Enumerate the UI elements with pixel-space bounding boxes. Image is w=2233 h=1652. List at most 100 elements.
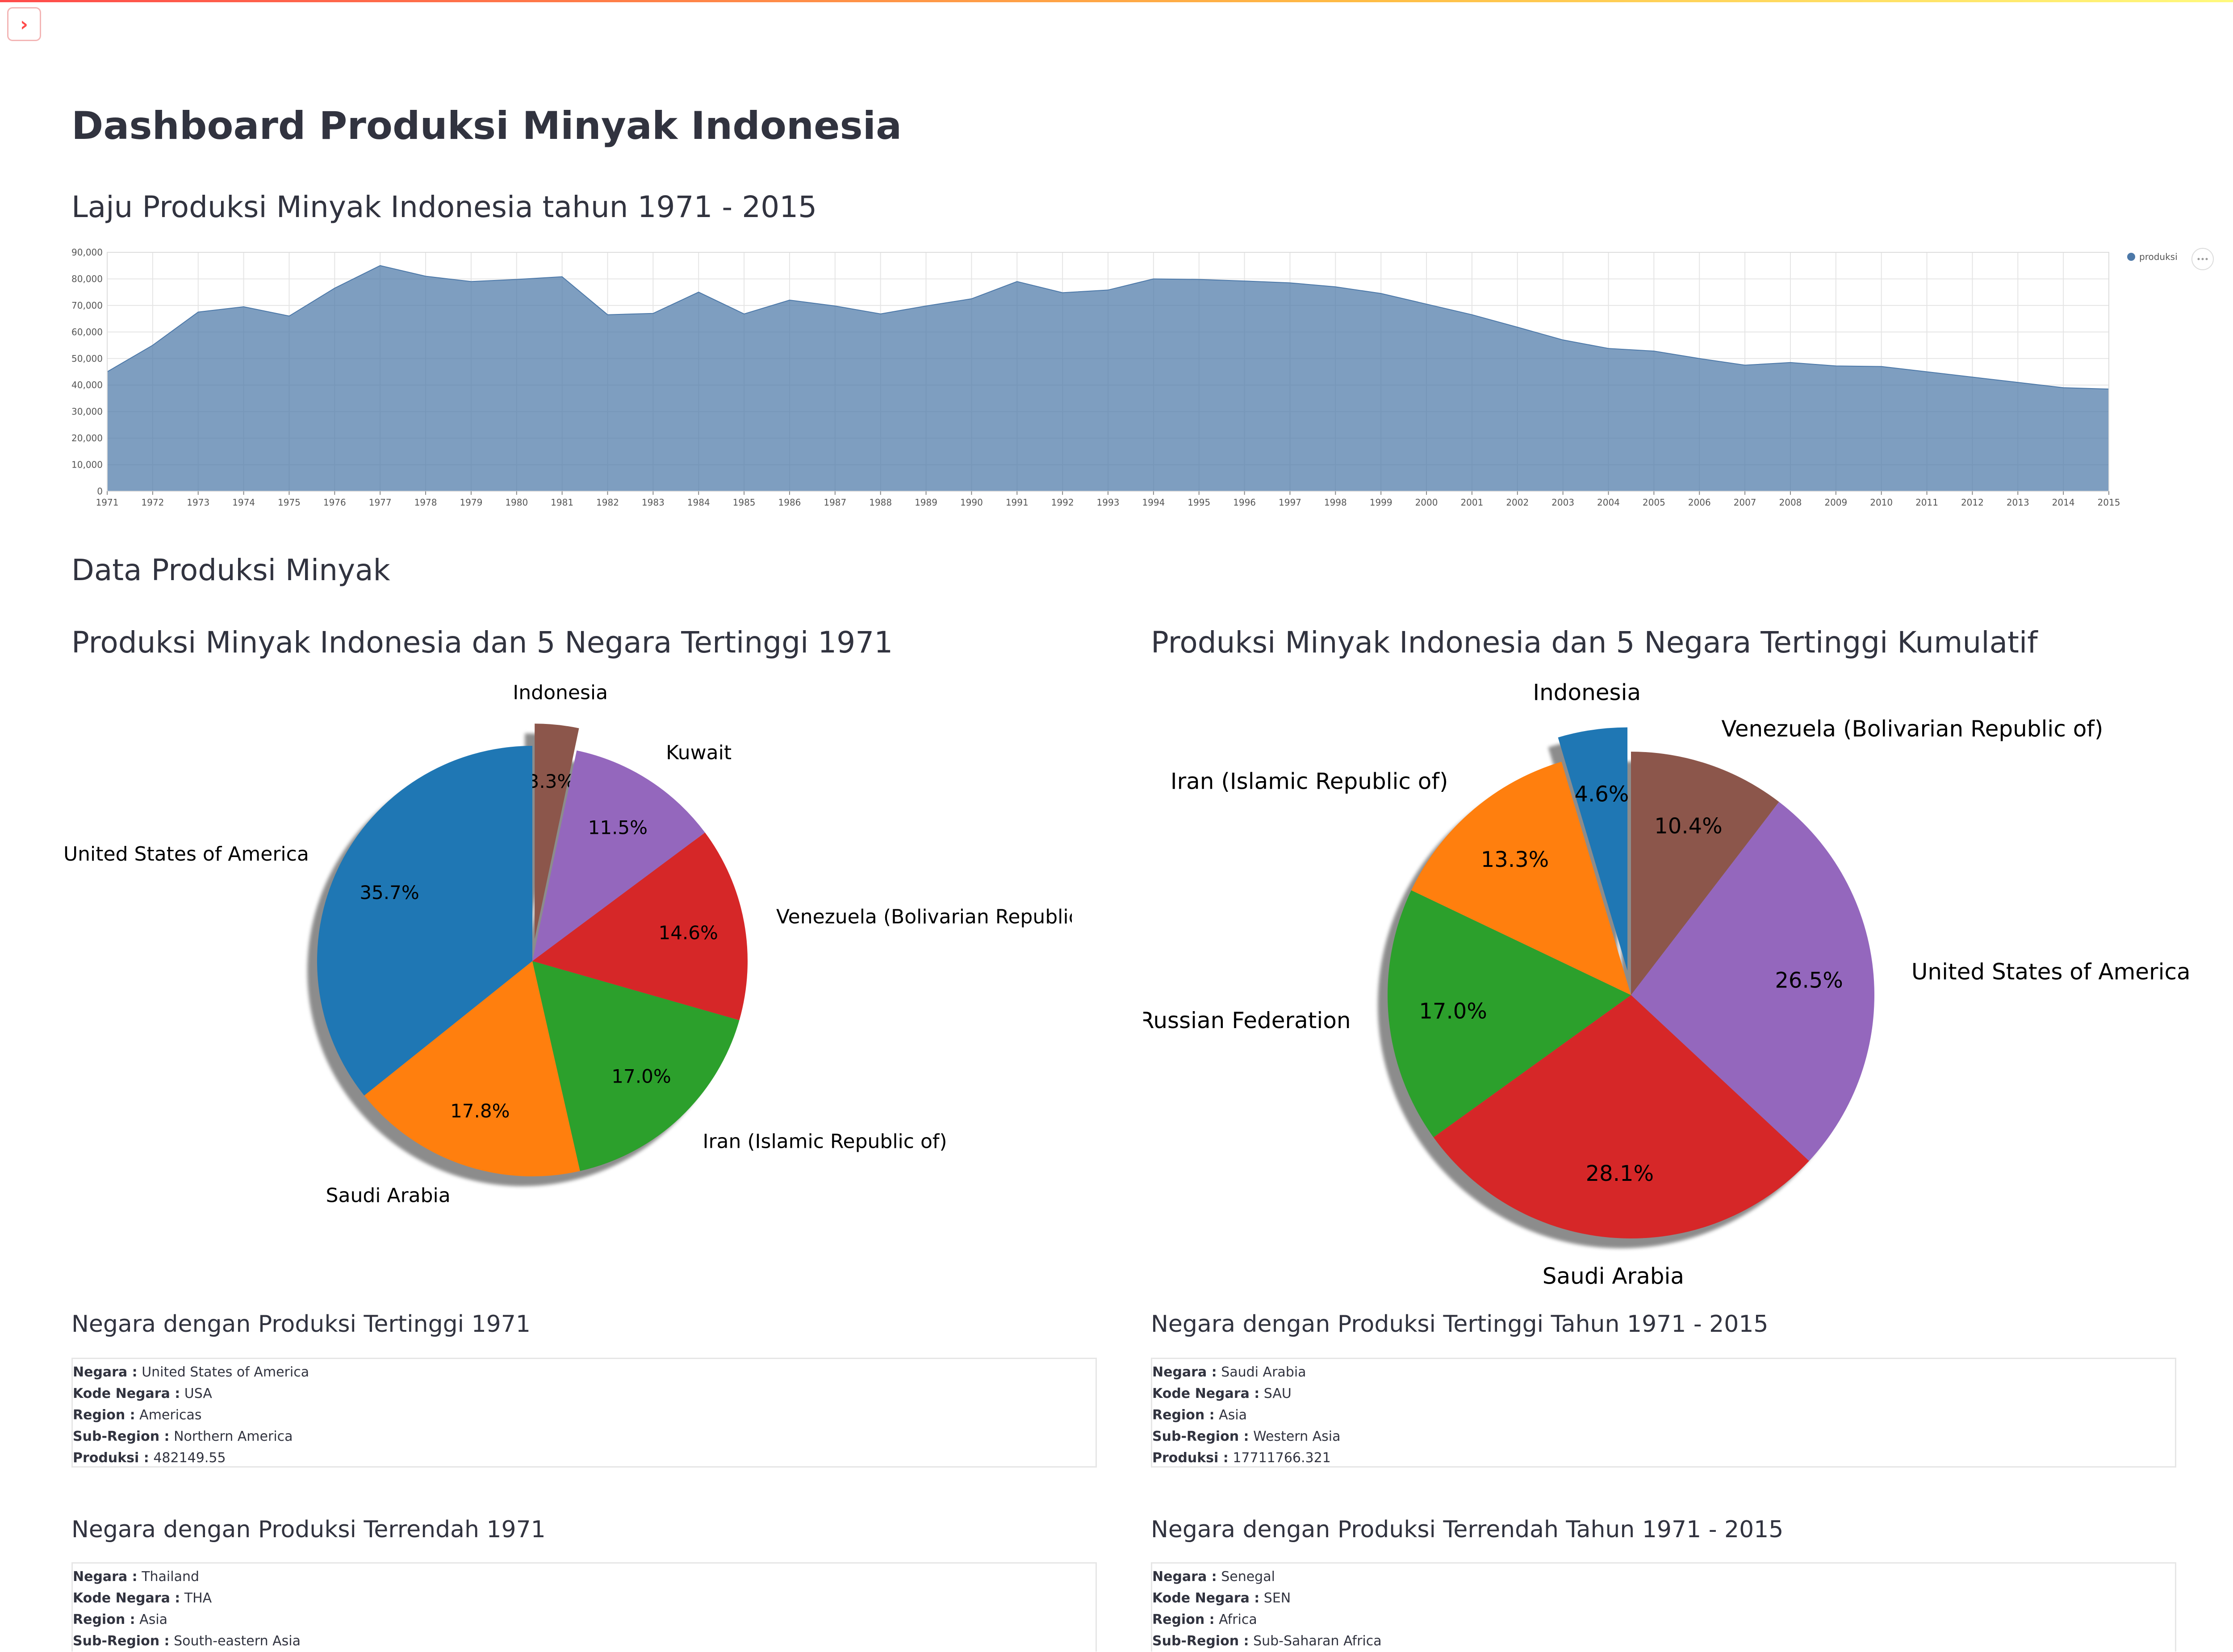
- pie-slice-label: Russian Federation: [1143, 1008, 1351, 1033]
- x-tick-label: 1975: [278, 497, 301, 508]
- pie-slice-pct: 13.3%: [1481, 847, 1549, 872]
- pie-slice: [364, 961, 580, 1176]
- x-tick-label: 1982: [596, 497, 619, 508]
- pie-slice-pct: 35.7%: [360, 882, 419, 903]
- x-tick-label: 2012: [1961, 497, 1984, 508]
- pie-slice-label: Indonesia: [1533, 680, 1641, 706]
- pie-slice-label: Saudi Arabia: [326, 1184, 451, 1207]
- x-tick-label: 1987: [824, 497, 846, 508]
- info-row: Produksi : 482149.55: [73, 1450, 226, 1466]
- pie-slice: [1558, 727, 1628, 971]
- info-row: Produksi : 17711766.321: [1152, 1450, 1331, 1466]
- lowest-1971-box: Negara : Thailand Kode Negara : THA Regi…: [71, 1562, 1097, 1652]
- x-tick-label: 2003: [1551, 497, 1574, 508]
- x-tick-label: 2013: [2007, 497, 2029, 508]
- info-row: Kode Negara : USA: [73, 1386, 212, 1401]
- pie-chart-1971: 3.3% Indonesia 11.5% Kuwait 14.6% Venezuela (…: [63, 682, 1072, 1207]
- pie-slice: [1411, 761, 1631, 995]
- chart-actions-dot: [2197, 258, 2200, 260]
- info-row: Sub-Region : South-eastern Asia: [73, 1633, 301, 1649]
- info-row: Negara : United States of America: [73, 1364, 309, 1380]
- info-row: Region : Asia: [1152, 1407, 1247, 1423]
- pie-slice-label: Iran (Islamic Republic of): [703, 1130, 947, 1153]
- chart-actions-dot: [2201, 258, 2204, 260]
- info-row: Kode Negara : THA: [73, 1590, 212, 1606]
- lowest-1971-title: Negara dengan Produksi Terrendah 1971: [71, 1516, 546, 1543]
- highest-1971-title: Negara dengan Produksi Tertinggi 1971: [71, 1311, 531, 1338]
- highest-all-box: Negara : Saudi Arabia Kode Negara : SAU …: [1151, 1358, 2176, 1468]
- info-row: Sub-Region : Sub-Saharan Africa: [1152, 1633, 1382, 1649]
- pie-slice-pct: 10.4%: [1654, 814, 1722, 839]
- x-tick-label: 1992: [1051, 497, 1074, 508]
- pie-slice-pct: 14.6%: [658, 922, 718, 944]
- legend-marker: [2127, 253, 2135, 261]
- area-chart[interactable]: 0 10,000 20,000 30,000 40,000 50,000 60,000 70,…: [0, 241, 2233, 554]
- x-tick-label: 1984: [687, 497, 710, 508]
- pie-slice: [532, 832, 748, 1020]
- x-tick-label: 1990: [960, 497, 983, 508]
- x-tick-label: 1985: [733, 497, 756, 508]
- y-tick-label: 40,000: [71, 380, 103, 390]
- pie-slice: [1631, 802, 1874, 1161]
- x-tick-label: 2001: [1460, 497, 1483, 508]
- y-tick-label: 70,000: [71, 300, 103, 311]
- pie-slice-label: Venezuela (Bolivarian Republic of): [1721, 716, 2103, 742]
- data-section-title: Data Produksi Minyak: [71, 553, 390, 587]
- chart-actions-dot: [2205, 258, 2208, 260]
- pie-slice-pct: 4.6%: [1574, 782, 1629, 807]
- x-tick-label: 2011: [1915, 497, 1938, 508]
- x-tick-label: 1995: [1188, 497, 1210, 508]
- y-tick-label: 0: [97, 486, 103, 497]
- pie-1971-title: Produksi Minyak Indonesia dan 5 Negara T…: [71, 625, 893, 660]
- pie-slice: [1433, 995, 1809, 1238]
- pie-slice: [1388, 890, 1631, 1138]
- pie-slice: [317, 746, 532, 1096]
- pie-slice-pct: 17.0%: [611, 1066, 671, 1087]
- chart-actions-icon[interactable]: [2191, 248, 2214, 270]
- chevron-right-icon[interactable]: ›: [7, 7, 41, 41]
- x-tick-label: 2004: [1597, 497, 1620, 508]
- x-tick-label: 2014: [2052, 497, 2075, 508]
- y-tick-label: 10,000: [71, 460, 103, 470]
- pie-slice-pct: 26.5%: [1775, 968, 1843, 993]
- x-tick-label: 1976: [323, 497, 346, 508]
- pie-slice-pct: 3.3%: [527, 770, 575, 792]
- x-tick-label: 1998: [1324, 497, 1347, 508]
- pie-slice: [535, 724, 579, 939]
- pie-slice-pct: 17.8%: [450, 1100, 510, 1122]
- x-tick-label: 2009: [1824, 497, 1847, 508]
- top-decoration-bar: [0, 0, 2233, 2]
- x-tick-label: 2002: [1506, 497, 1529, 508]
- trend-section-title: Laju Produksi Minyak Indonesia tahun 197…: [71, 190, 817, 224]
- x-tick-label: 1977: [369, 497, 392, 508]
- pie-slice-label: Indonesia: [513, 682, 608, 704]
- x-tick-label: 2005: [1643, 497, 1665, 508]
- info-row: Region : Asia: [73, 1612, 168, 1627]
- pie-slice-pct: 11.5%: [588, 817, 648, 839]
- y-tick-label: 20,000: [71, 433, 103, 443]
- pie-chart-cumulative: 10.4% Venezuela (Bolivarian Republic of) 2…: [1143, 680, 2191, 1286]
- x-tick-label: 1997: [1279, 497, 1301, 508]
- x-tick-label: 2008: [1779, 497, 1802, 508]
- info-row: Kode Negara : SEN: [1152, 1590, 1291, 1606]
- info-row: Sub-Region : Northern America: [73, 1429, 293, 1444]
- area-series-produksi: [107, 265, 2109, 492]
- pie-slice: [532, 750, 705, 961]
- page-title: Dashboard Produksi Minyak Indonesia: [71, 104, 902, 148]
- info-row: Sub-Region : Western Asia: [1152, 1429, 1341, 1444]
- y-tick-label: 50,000: [71, 353, 103, 364]
- x-tick-label: 1981: [551, 497, 573, 508]
- pie-slice: [1631, 752, 1779, 995]
- pie-slice-label: United States of America: [63, 843, 309, 866]
- x-tick-label: 1974: [232, 497, 255, 508]
- pie-slice-label: Saudi Arabia: [1543, 1263, 1684, 1286]
- x-tick-label: 1983: [642, 497, 665, 508]
- lowest-all-box: Negara : Senegal Kode Negara : SEN Regio…: [1151, 1562, 2176, 1652]
- x-tick-label: 1979: [460, 497, 482, 508]
- pie-slice: [532, 961, 740, 1171]
- x-tick-label: 1973: [187, 497, 209, 508]
- pie-slice-label: United States of America: [1911, 959, 2191, 985]
- pie-slice-label: Venezuela (Bolivarian Republic of): [776, 906, 1072, 928]
- x-tick-label: 2000: [1415, 497, 1438, 508]
- x-tick-label: 1986: [778, 497, 801, 508]
